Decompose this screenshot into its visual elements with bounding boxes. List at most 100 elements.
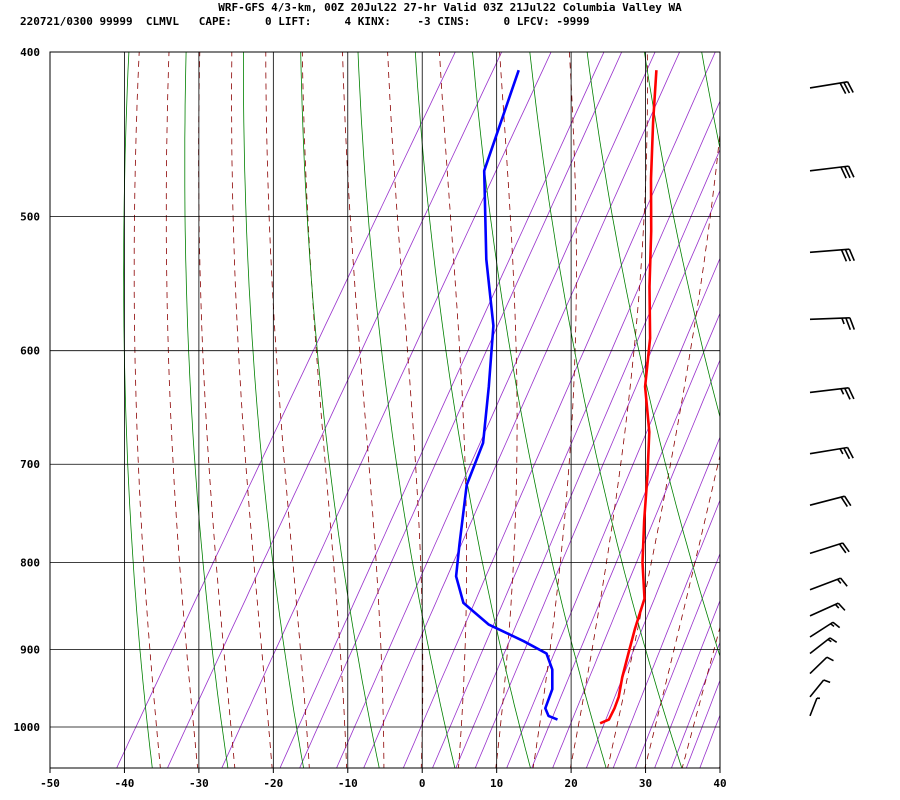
wind-barbs bbox=[809, 80, 856, 717]
mixing-ratio-line bbox=[699, 713, 720, 768]
mixing-ratio-line bbox=[671, 641, 720, 768]
y-tick-label: 400 bbox=[20, 46, 40, 59]
wind-barb bbox=[809, 387, 855, 400]
axis-labels: -50 -40 -30 -20 -10 0 10 20 30 40 400 500 600 700 800 9… bbox=[14, 46, 727, 790]
wind-barb bbox=[809, 679, 831, 698]
mixing-ratio-line bbox=[635, 552, 720, 768]
moist-adiabat-line bbox=[231, 52, 273, 768]
dry-adiabat-line bbox=[123, 52, 153, 768]
wind-barb-half-flag bbox=[836, 578, 842, 584]
wind-barb bbox=[809, 602, 846, 617]
dry-adiabat-line bbox=[586, 52, 720, 658]
mixing-ratio-line bbox=[685, 679, 720, 768]
moist-adiabat-line bbox=[495, 52, 518, 768]
mixing-ratio-line bbox=[432, 100, 720, 768]
wind-barb bbox=[809, 495, 852, 508]
wind-barb-half-flag bbox=[840, 388, 845, 395]
mixing-ratio-line bbox=[336, 52, 656, 768]
dry-adiabat-line bbox=[643, 52, 720, 419]
dewpoint-trace bbox=[454, 69, 558, 721]
wind-barb-flag bbox=[844, 249, 852, 262]
mixing-ratio-line bbox=[299, 52, 623, 768]
dry-adiabat-line bbox=[300, 52, 380, 768]
wind-barb-shaft bbox=[809, 637, 831, 655]
wind-barb bbox=[809, 542, 850, 555]
dry-adiabat-line bbox=[472, 52, 607, 768]
x-tick-label: -40 bbox=[115, 777, 135, 790]
x-tick-label: -30 bbox=[189, 777, 209, 790]
moist-adiabat-line bbox=[342, 52, 385, 768]
wind-barb-half-flag bbox=[841, 317, 845, 325]
dry-adiabats bbox=[123, 14, 900, 770]
wind-barb bbox=[809, 697, 820, 717]
x-tick-label: -50 bbox=[40, 777, 60, 790]
wind-barb-flag bbox=[844, 166, 851, 179]
wind-barb-flag bbox=[838, 543, 847, 554]
mixing-ratio-line bbox=[474, 189, 720, 768]
moist-adiabat-line bbox=[719, 764, 720, 768]
wind-barb bbox=[809, 165, 855, 179]
y-tick-label: 700 bbox=[20, 458, 40, 471]
wind-barb-shaft bbox=[809, 697, 818, 717]
wind-barb-flag bbox=[839, 82, 847, 95]
moist-adiabat-line bbox=[644, 453, 720, 768]
wind-barb-flag bbox=[823, 679, 831, 684]
sounding-traces bbox=[454, 69, 658, 725]
wind-barb-shaft bbox=[809, 316, 850, 321]
mixing-ratio-line bbox=[279, 52, 605, 768]
moist-adiabat-line bbox=[569, 52, 648, 768]
wind-barb-flag bbox=[849, 317, 856, 330]
wind-barb-flag bbox=[829, 637, 838, 643]
wind-barb-half-flag bbox=[834, 603, 840, 609]
y-tick-label: 900 bbox=[20, 643, 40, 656]
moist-adiabat-line bbox=[133, 52, 161, 768]
x-tick-label: 0 bbox=[419, 777, 426, 790]
moist-adiabat-line bbox=[756, 14, 900, 770]
x-tick-label: 10 bbox=[490, 777, 503, 790]
x-tick-label: -10 bbox=[338, 777, 358, 790]
wind-barb-shaft bbox=[809, 577, 841, 591]
dry-adiabat-line bbox=[184, 52, 229, 768]
mixing-ratio-line bbox=[506, 257, 720, 768]
dry-adiabat-line bbox=[865, 14, 900, 770]
y-tick-label: 800 bbox=[20, 557, 40, 570]
moist-adiabat-line bbox=[387, 52, 424, 768]
wind-barb-shaft bbox=[809, 656, 828, 675]
wind-barb-shaft bbox=[809, 495, 845, 506]
x-tick-label: -20 bbox=[263, 777, 283, 790]
wind-barb bbox=[809, 637, 838, 655]
moist-adiabat-line bbox=[607, 129, 720, 768]
wind-barb-flag bbox=[847, 387, 855, 400]
dry-adiabat-line bbox=[808, 14, 900, 770]
dry-adiabat-line bbox=[529, 52, 683, 768]
mixing-ratio-line bbox=[585, 436, 720, 768]
x-tick-label: 20 bbox=[564, 777, 577, 790]
moist-adiabat-line bbox=[532, 52, 577, 768]
mixing-ratio-line bbox=[531, 312, 720, 768]
mixing-ratio-line bbox=[455, 148, 720, 768]
wind-barb-flag bbox=[846, 447, 854, 459]
wind-barb-flag bbox=[842, 542, 850, 553]
x-tick-label: 30 bbox=[639, 777, 652, 790]
dry-adiabat-line bbox=[242, 52, 304, 768]
wind-barb-shaft bbox=[809, 602, 839, 617]
wind-barb-shaft bbox=[809, 542, 844, 555]
chart-title: WRF-GFS 4/3-km, 00Z 20Jul22 27-hr Valid … bbox=[218, 1, 682, 14]
wind-barb bbox=[809, 316, 856, 331]
wind-barb-flag bbox=[840, 249, 848, 262]
wind-barb bbox=[809, 248, 856, 262]
y-tick-label: 500 bbox=[20, 210, 40, 223]
moist-adiabat-line bbox=[301, 52, 348, 768]
dry-adiabat-line bbox=[357, 52, 456, 768]
wind-barb-flag bbox=[826, 656, 834, 662]
mixing-ratio-lines bbox=[116, 52, 720, 768]
mixing-ratio-line bbox=[167, 52, 503, 768]
wind-barb bbox=[809, 577, 848, 591]
dry-adiabat-line bbox=[752, 14, 900, 770]
moist-adiabat-line bbox=[265, 52, 310, 768]
wind-barb-shaft bbox=[809, 387, 849, 394]
wind-barb-half-flag bbox=[827, 638, 832, 643]
wind-barb bbox=[809, 621, 841, 638]
sounding-stats: 220721/0300 99999 CLMVL CAPE: 0 LIFT: 4 … bbox=[20, 15, 590, 28]
